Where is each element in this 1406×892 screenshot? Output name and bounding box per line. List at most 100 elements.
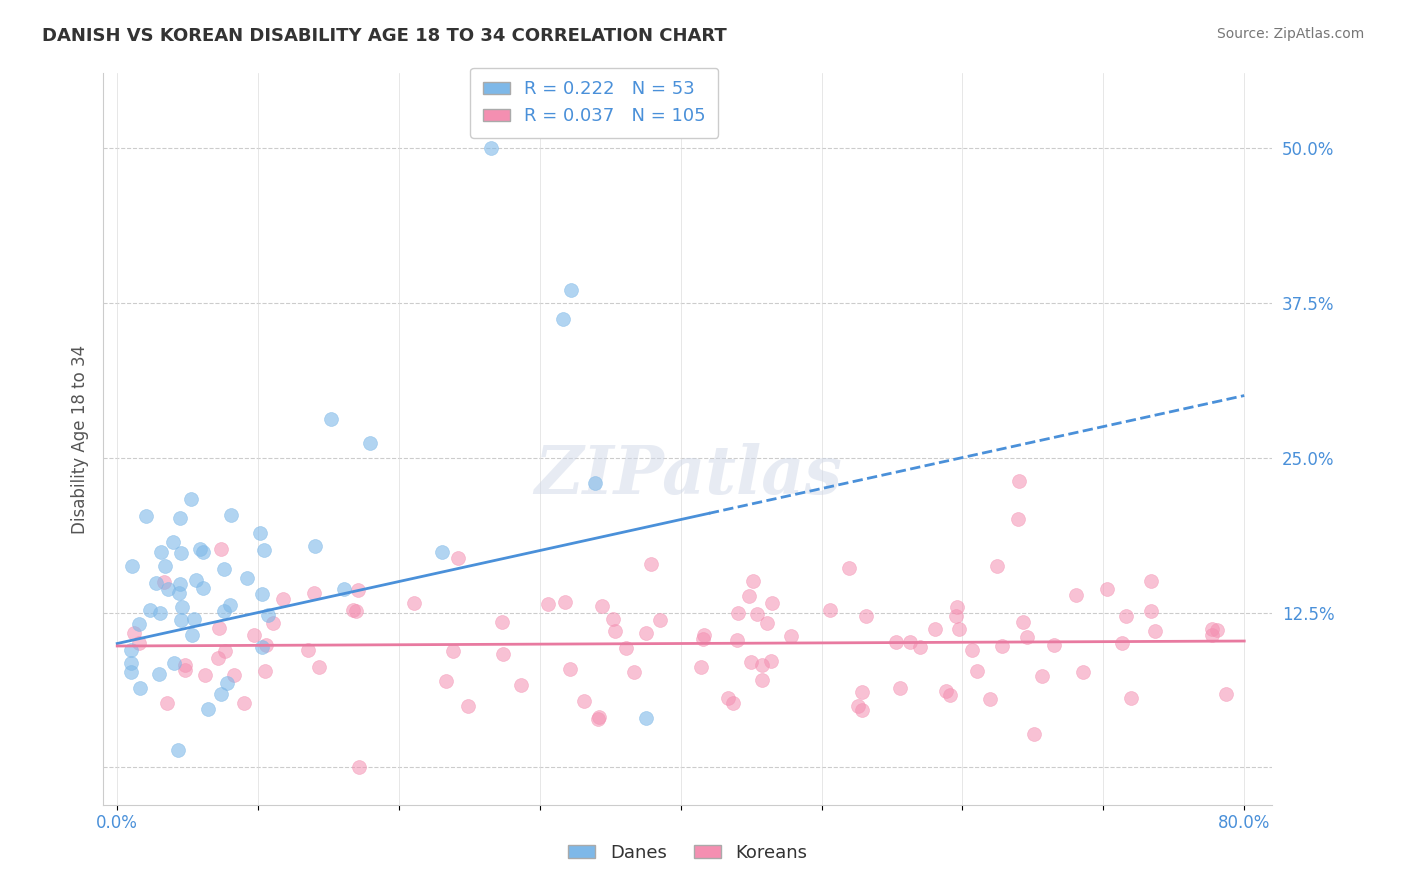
Point [250,640,273,654]
Point [191,581,214,595]
Point [257,607,280,622]
Point [1022,727,1045,741]
Point [693,628,716,642]
Point [128,617,150,632]
Point [209,687,232,701]
Point [212,562,235,576]
Point [640,558,662,572]
Point [745,607,768,621]
Point [344,603,367,617]
Point [554,594,576,608]
Point [1206,624,1229,638]
Point [273,592,295,607]
Point [249,525,271,540]
Point [727,606,749,620]
Point [560,662,582,676]
Point [169,577,191,591]
Point [946,600,969,615]
Point [855,609,877,624]
Point [560,283,582,297]
Point [207,621,229,635]
Point [135,509,157,524]
Point [908,640,931,654]
Point [129,681,152,695]
Point [236,571,259,585]
Point [1139,604,1161,618]
Point [1215,688,1237,702]
Point [924,623,946,637]
Point [851,703,873,717]
Point [761,595,783,609]
Point [254,638,277,652]
Point [1201,628,1223,642]
Y-axis label: Disability Age 18 to 34: Disability Age 18 to 34 [72,344,89,533]
Point [623,665,645,680]
Point [991,639,1014,653]
Point [1042,638,1064,652]
Point [446,550,468,565]
Point [242,628,264,642]
Point [214,644,236,658]
Point [194,668,217,682]
Point [302,585,325,599]
Point [586,712,609,726]
Point [191,545,214,559]
Text: ZIPatlas: ZIPatlas [534,443,842,508]
Point [197,702,219,716]
Point [851,685,873,699]
Point [173,663,195,677]
Point [152,575,174,590]
Point [979,691,1001,706]
Point [253,542,276,557]
Point [138,603,160,617]
Point [966,665,988,679]
Point [207,650,229,665]
Point [128,636,150,650]
Legend: R = 0.222   N = 53, R = 0.037   N = 105: R = 0.222 N = 53, R = 0.037 N = 105 [470,68,718,138]
Point [120,642,142,657]
Point [1111,636,1133,650]
Point [945,609,967,624]
Point [156,696,179,710]
Point [120,657,142,671]
Point [1095,582,1118,596]
Point [960,643,983,657]
Point [297,643,319,657]
Point [304,539,326,553]
Point [308,660,330,674]
Point [780,629,803,643]
Point [254,664,277,678]
Point [457,698,479,713]
Point [492,648,515,662]
Point [886,635,908,649]
Point [898,634,921,648]
Point [1012,615,1035,629]
Point [342,603,364,617]
Point [591,599,613,614]
Point [1119,691,1142,706]
Point [634,711,657,725]
Point [551,312,574,326]
Point [170,546,193,560]
Point [145,576,167,591]
Point [180,492,202,507]
Point [692,632,714,646]
Point [741,574,763,588]
Point [1064,588,1087,602]
Point [333,582,356,596]
Point [174,658,197,673]
Point [346,583,368,598]
Point [219,508,242,522]
Point [751,658,773,673]
Point [359,436,381,450]
Point [634,625,657,640]
Point [818,603,841,617]
Point [162,535,184,549]
Point [759,654,782,668]
Point [217,676,239,690]
Point [434,673,457,688]
Point [188,541,211,556]
Point [404,596,426,610]
Point [1115,609,1137,624]
Point [262,615,284,630]
